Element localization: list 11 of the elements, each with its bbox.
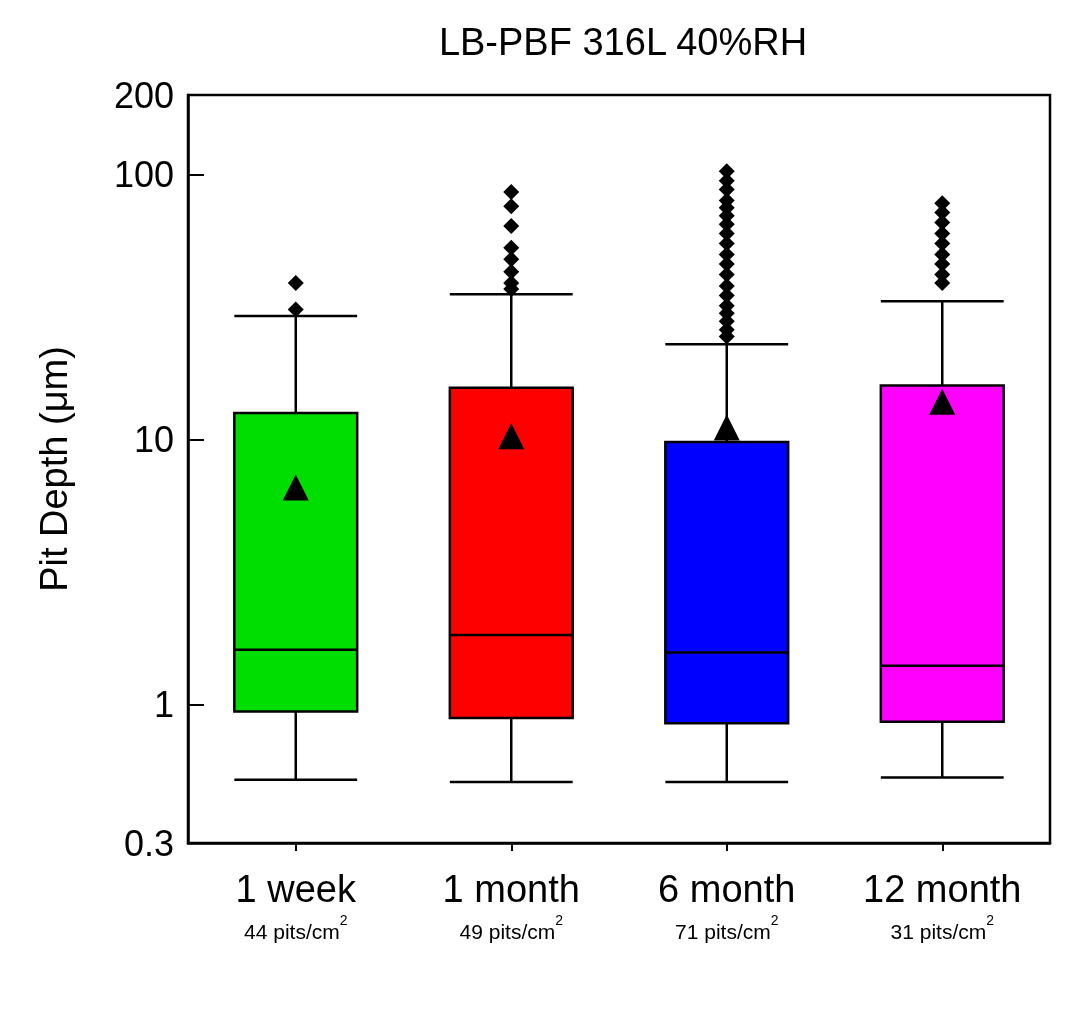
chart-title: LB-PBF 316L 40%RH xyxy=(438,21,808,63)
y-tick-label: 200 xyxy=(113,74,174,116)
y-axis-title: Pit Depth (μm) xyxy=(33,346,75,592)
y-tick-label: 1 xyxy=(153,684,174,725)
x-tick-label: 1 month xyxy=(442,868,580,910)
x-tick-label: 6 month xyxy=(658,868,796,910)
y-tick-label: 10 xyxy=(133,419,174,461)
x-tick-label: 1 week xyxy=(235,868,357,910)
y-tick-label: 0.3 xyxy=(123,822,174,864)
x-tick-label: 12 month xyxy=(863,868,1022,910)
y-tick-label: 100 xyxy=(113,154,174,196)
